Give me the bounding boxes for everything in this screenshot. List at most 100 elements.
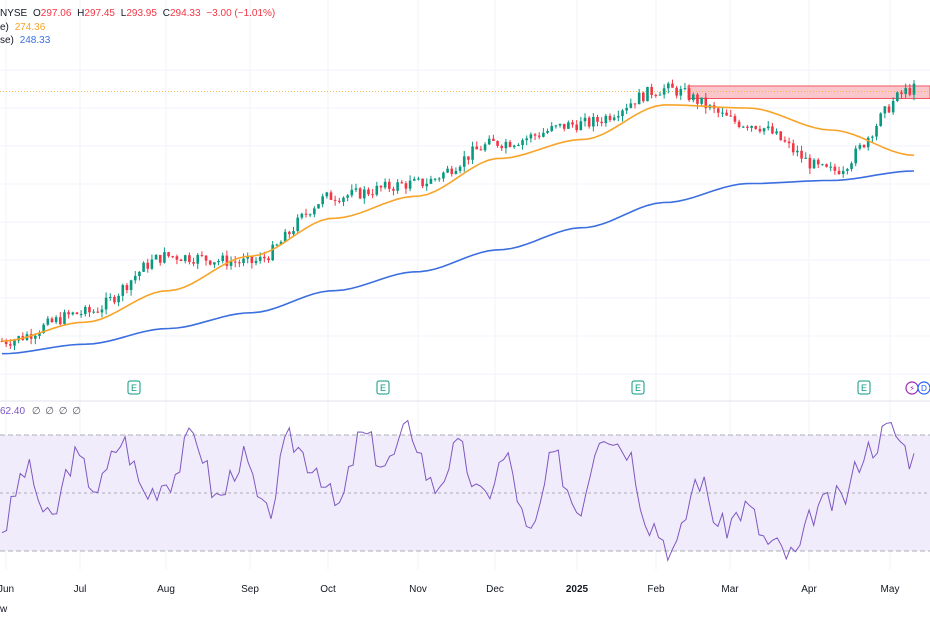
candle-body [654, 95, 658, 97]
candle-body [275, 244, 279, 246]
candle-body [841, 170, 845, 174]
candle [483, 142, 487, 152]
x-axis-label: Sep [241, 584, 259, 595]
low-value: 293.95 [126, 8, 157, 19]
candle-body [671, 83, 674, 88]
candle-body [850, 163, 853, 170]
candle [658, 91, 662, 96]
candle-body [496, 140, 499, 146]
candle [396, 179, 399, 194]
candle-body [829, 166, 833, 168]
candle [725, 109, 728, 116]
candle-body [138, 271, 141, 276]
candle [787, 137, 791, 149]
candle [200, 251, 204, 258]
candle-body [779, 131, 783, 141]
candle-body [308, 214, 312, 216]
candle-body [900, 92, 903, 94]
candle [754, 125, 758, 130]
candle [71, 311, 75, 316]
candle-body [629, 103, 633, 108]
candle [387, 178, 391, 193]
candle-body [129, 280, 133, 291]
candle-body [271, 244, 274, 261]
candle [829, 162, 833, 172]
candle-body [338, 200, 341, 202]
candle [550, 122, 553, 133]
candle [900, 90, 903, 99]
candle-body [34, 335, 37, 339]
candle-body [171, 256, 175, 258]
rsi-hidden-values: ∅ ∅ ∅ ∅ [31, 406, 82, 417]
candle-body [258, 256, 262, 261]
rsi-value: 62.40 [0, 406, 26, 417]
candle [525, 135, 529, 146]
candle [854, 145, 857, 167]
candle [129, 279, 133, 296]
candle [358, 187, 362, 200]
candle-body [367, 189, 370, 195]
candle-body [562, 123, 566, 129]
candle [108, 293, 112, 301]
candle [150, 254, 154, 271]
x-axis-label: Jun [0, 584, 14, 595]
candle-body [38, 332, 41, 336]
candle [812, 158, 816, 169]
candle [225, 250, 229, 270]
candle [317, 203, 320, 209]
candle [654, 93, 658, 98]
candle [238, 259, 241, 268]
candle [846, 167, 849, 175]
candle-body [358, 188, 362, 199]
candle-body [321, 196, 324, 205]
candles [0, 79, 916, 351]
candle [729, 109, 733, 117]
candle [21, 332, 25, 341]
candle [733, 113, 737, 124]
x-axis-label: Feb [647, 584, 665, 595]
candle [804, 152, 808, 159]
candle-body [854, 148, 857, 164]
candle [213, 262, 216, 268]
candle [338, 197, 341, 204]
candle [783, 136, 787, 143]
candle-body [158, 254, 162, 263]
candle-body [625, 107, 628, 111]
candle-body [121, 285, 125, 296]
candle-body [254, 260, 258, 264]
candle [142, 261, 145, 272]
change-value: −3.00 (−1.01%) [206, 8, 276, 19]
candle-body [554, 125, 558, 127]
candle-body [0, 341, 4, 343]
candle-body [642, 92, 645, 102]
candle-body [350, 189, 354, 196]
candle-body [196, 254, 200, 264]
ma50-line [1, 104, 915, 342]
candle-body [546, 130, 549, 133]
candle-body [412, 179, 416, 181]
candle [292, 226, 295, 236]
candle-body [891, 101, 895, 113]
candle-body [458, 166, 462, 171]
candle [267, 256, 270, 263]
candle-body [733, 116, 737, 122]
x-axis-label: Apr [801, 584, 817, 595]
candle-body [796, 150, 799, 153]
earnings-marker-label: E [131, 383, 137, 393]
candle [392, 186, 395, 196]
candle [117, 293, 120, 307]
candle-body [292, 231, 295, 235]
low-label: L [120, 8, 127, 19]
candle-body [754, 125, 758, 129]
candle-body [587, 117, 591, 127]
ma50-legend: e) 274.36 [0, 22, 45, 33]
candle [492, 134, 495, 142]
candle [862, 144, 866, 149]
candle [683, 83, 687, 91]
candle [646, 86, 649, 102]
candle-body [437, 178, 441, 180]
candle [841, 166, 845, 178]
candle [188, 252, 191, 265]
